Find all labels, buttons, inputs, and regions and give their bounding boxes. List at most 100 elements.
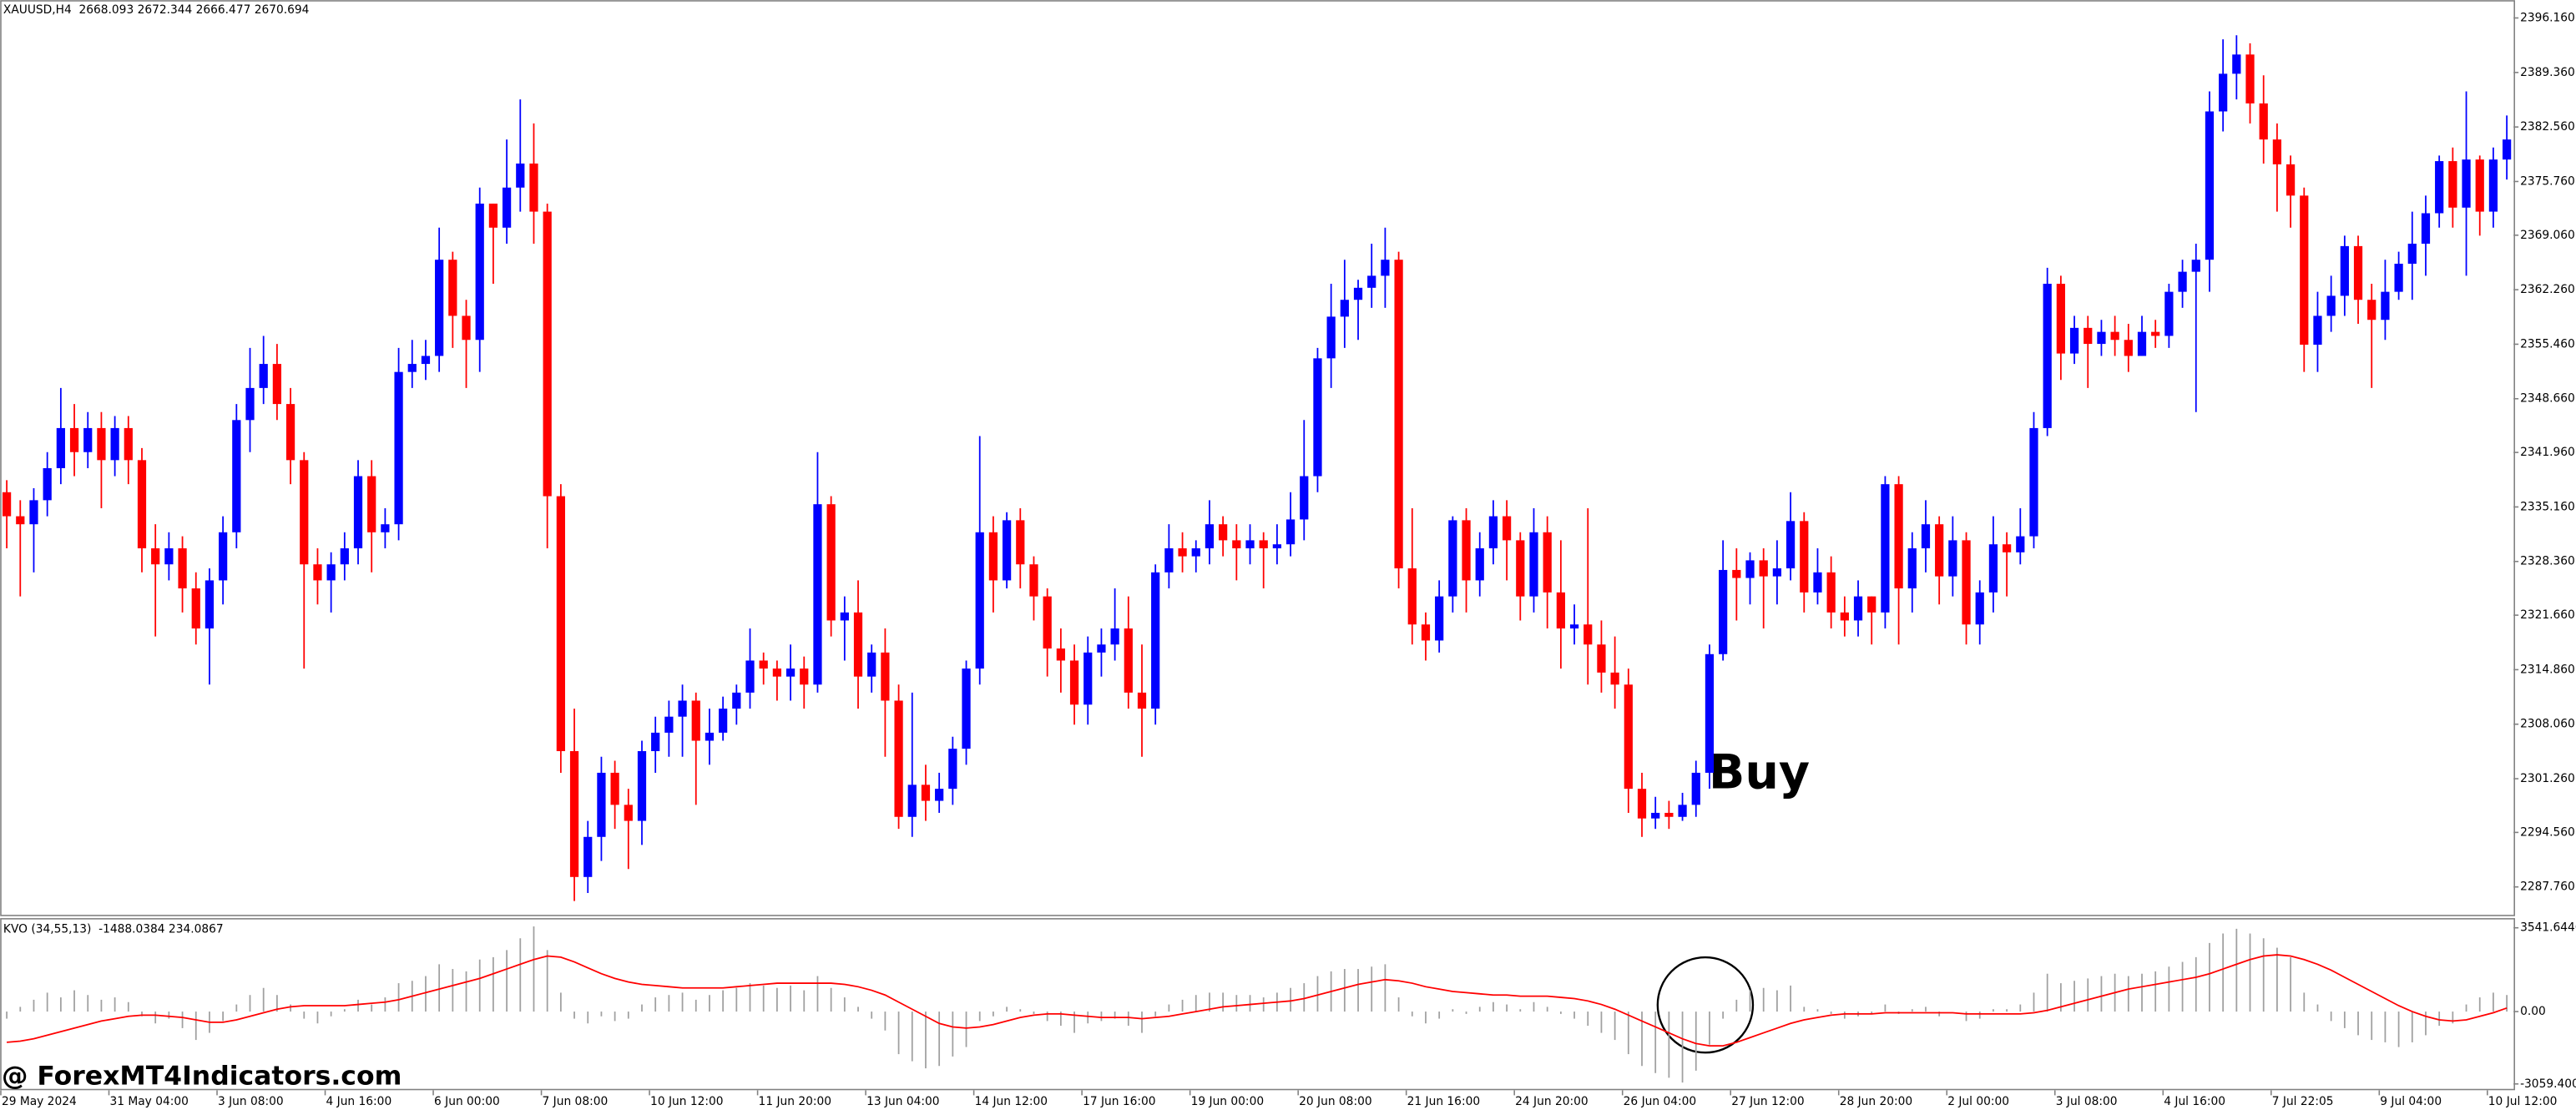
candle-body <box>2 492 12 517</box>
candle-body <box>1664 812 1674 817</box>
candle-body <box>664 716 674 733</box>
candle-body <box>745 660 755 693</box>
candle-body <box>853 612 863 677</box>
candle-body <box>2313 315 2322 346</box>
x-tick-label: 13 Jun 04:00 <box>866 1095 939 1108</box>
x-tick-label: 26 Jun 04:00 <box>1624 1095 1696 1108</box>
candle-body <box>1137 692 1147 709</box>
x-tick-label: 19 Jun 00:00 <box>1191 1095 1264 1108</box>
candle-body <box>624 805 633 821</box>
y-tick-label: 2369.060 <box>2520 229 2575 242</box>
y-tick-label: 2335.160 <box>2520 500 2575 513</box>
candle-body <box>881 652 890 701</box>
y-tick-label: 2362.260 <box>2520 283 2575 296</box>
candle-body <box>394 371 403 525</box>
candle-body <box>597 772 606 837</box>
x-tick-label: 24 Jun 20:00 <box>1515 1095 1588 1108</box>
candle-body <box>2056 284 2065 354</box>
candle-body <box>56 427 65 468</box>
candle-body <box>1867 596 1876 613</box>
candle-body <box>178 547 187 589</box>
candle-body <box>1083 652 1093 705</box>
candle-body <box>2164 291 2174 336</box>
candle-body <box>1043 596 1052 649</box>
candle-body <box>1543 532 1552 593</box>
candle-body <box>1056 648 1065 661</box>
candle-body <box>1285 519 1296 545</box>
candle-body <box>1678 805 1687 817</box>
candle-body <box>2002 544 2012 552</box>
candle-body <box>69 427 79 452</box>
candle-body <box>772 668 782 677</box>
candle-body <box>2124 340 2133 356</box>
y-tick-label: 2382.560 <box>2520 120 2575 134</box>
candle-body <box>948 749 957 790</box>
buy-annotation: Buy <box>1709 744 1810 800</box>
x-tick-label: 7 Jul 22:05 <box>2272 1095 2334 1108</box>
candle-body <box>1178 547 1187 557</box>
candle-body <box>2448 161 2457 208</box>
candle-body <box>2029 427 2038 537</box>
x-tick-label: 14 Jun 12:00 <box>975 1095 1048 1108</box>
candle-body <box>826 504 836 621</box>
y-tick-label: 2355.460 <box>2520 337 2575 351</box>
candle-body <box>462 315 471 341</box>
candle-body <box>219 532 228 581</box>
x-tick-label: 20 Jun 08:00 <box>1299 1095 1371 1108</box>
candle-body <box>1313 358 1322 477</box>
candle-body <box>407 364 417 372</box>
candle-body <box>2178 271 2187 292</box>
indicator-panel-frame <box>0 918 2515 1091</box>
candle-body <box>935 789 944 801</box>
candle-body <box>1191 547 1200 557</box>
candle-body <box>435 260 444 356</box>
candle-body <box>1853 596 1863 621</box>
candle-body <box>2286 164 2296 196</box>
candle-body <box>285 404 295 461</box>
candle-body <box>1069 660 1079 705</box>
candle-body <box>1151 572 1160 709</box>
x-tick-label: 29 May 2024 <box>2 1095 77 1108</box>
candle-body <box>1232 540 1241 548</box>
candle-body <box>205 580 215 629</box>
candle-body <box>678 700 687 717</box>
y-tick-label: 2287.760 <box>2520 880 2575 894</box>
y-tick-label: 2321.660 <box>2520 608 2575 622</box>
candle-body <box>1826 572 1836 613</box>
x-tick-label: 2 Jul 00:00 <box>1947 1095 2009 1108</box>
candle-body <box>137 460 147 548</box>
candle-body <box>1029 564 1038 597</box>
candle-body <box>1759 560 1768 577</box>
candle-body <box>367 476 376 532</box>
candle-body <box>962 668 971 749</box>
candle-body <box>259 364 268 388</box>
candle-body <box>488 203 498 228</box>
candle-body <box>705 732 715 741</box>
x-tick-label: 4 Jul 16:00 <box>2164 1095 2225 1108</box>
candle-body <box>1813 572 1822 593</box>
candle-body <box>2503 139 2512 160</box>
candle-body <box>2340 245 2349 296</box>
candle-body <box>1637 789 1647 819</box>
candle-body <box>2097 331 2106 345</box>
candle-body <box>719 709 728 733</box>
candle-body <box>191 588 200 629</box>
candle-body <box>1435 596 1444 641</box>
y-tick-label: 2341.960 <box>2520 446 2575 459</box>
candle-body <box>1907 547 1917 589</box>
candle-body <box>785 668 796 677</box>
candle-body <box>1597 644 1606 673</box>
candle-body <box>1462 520 1471 581</box>
candle-body <box>1219 524 1228 541</box>
candle-body <box>1097 644 1106 653</box>
x-tick-label: 10 Jun 12:00 <box>650 1095 723 1108</box>
x-tick-label: 17 Jun 16:00 <box>1083 1095 1155 1108</box>
candle-body <box>2043 284 2052 428</box>
candle-body <box>894 700 903 817</box>
candle-body <box>1691 772 1700 805</box>
candle-body <box>1516 540 1525 597</box>
candle-body <box>1786 521 1796 569</box>
candle-body <box>1529 532 1538 597</box>
candle-body <box>1367 275 1376 288</box>
